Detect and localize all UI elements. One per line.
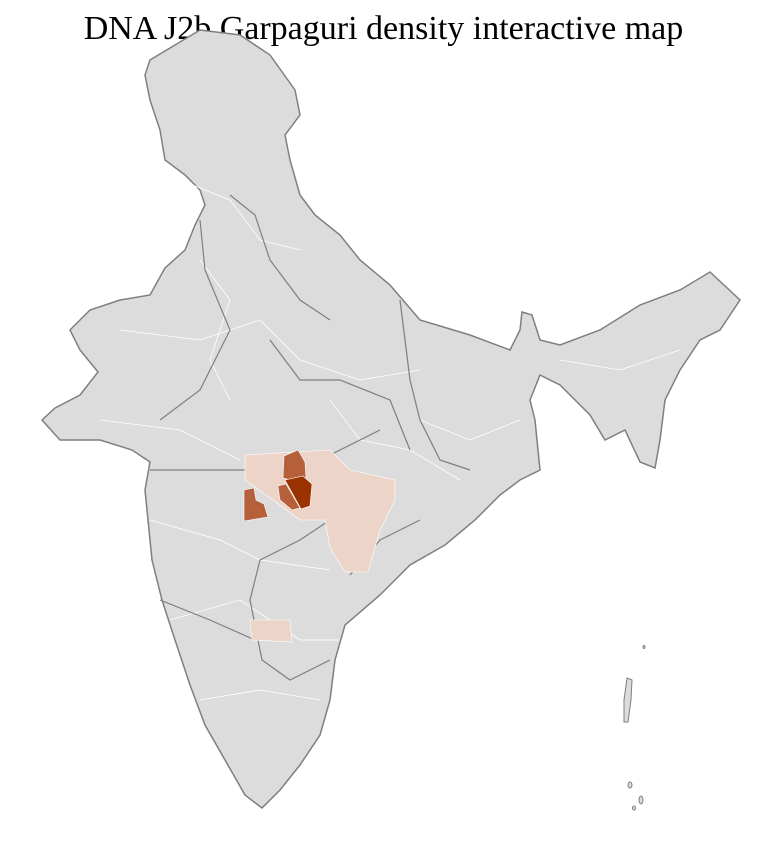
- district-high-density[interactable]: [284, 475, 313, 510]
- density-regions: [243, 449, 396, 643]
- district-medium-density[interactable]: [277, 483, 301, 511]
- district-low-density[interactable]: [249, 619, 293, 643]
- andaman-nicobar-islands[interactable]: [623, 645, 646, 811]
- district-medium-density[interactable]: [282, 449, 307, 482]
- district-low-density[interactable]: [244, 449, 396, 573]
- district-medium-density[interactable]: [243, 487, 269, 522]
- india-mainland[interactable]: [40, 29, 741, 809]
